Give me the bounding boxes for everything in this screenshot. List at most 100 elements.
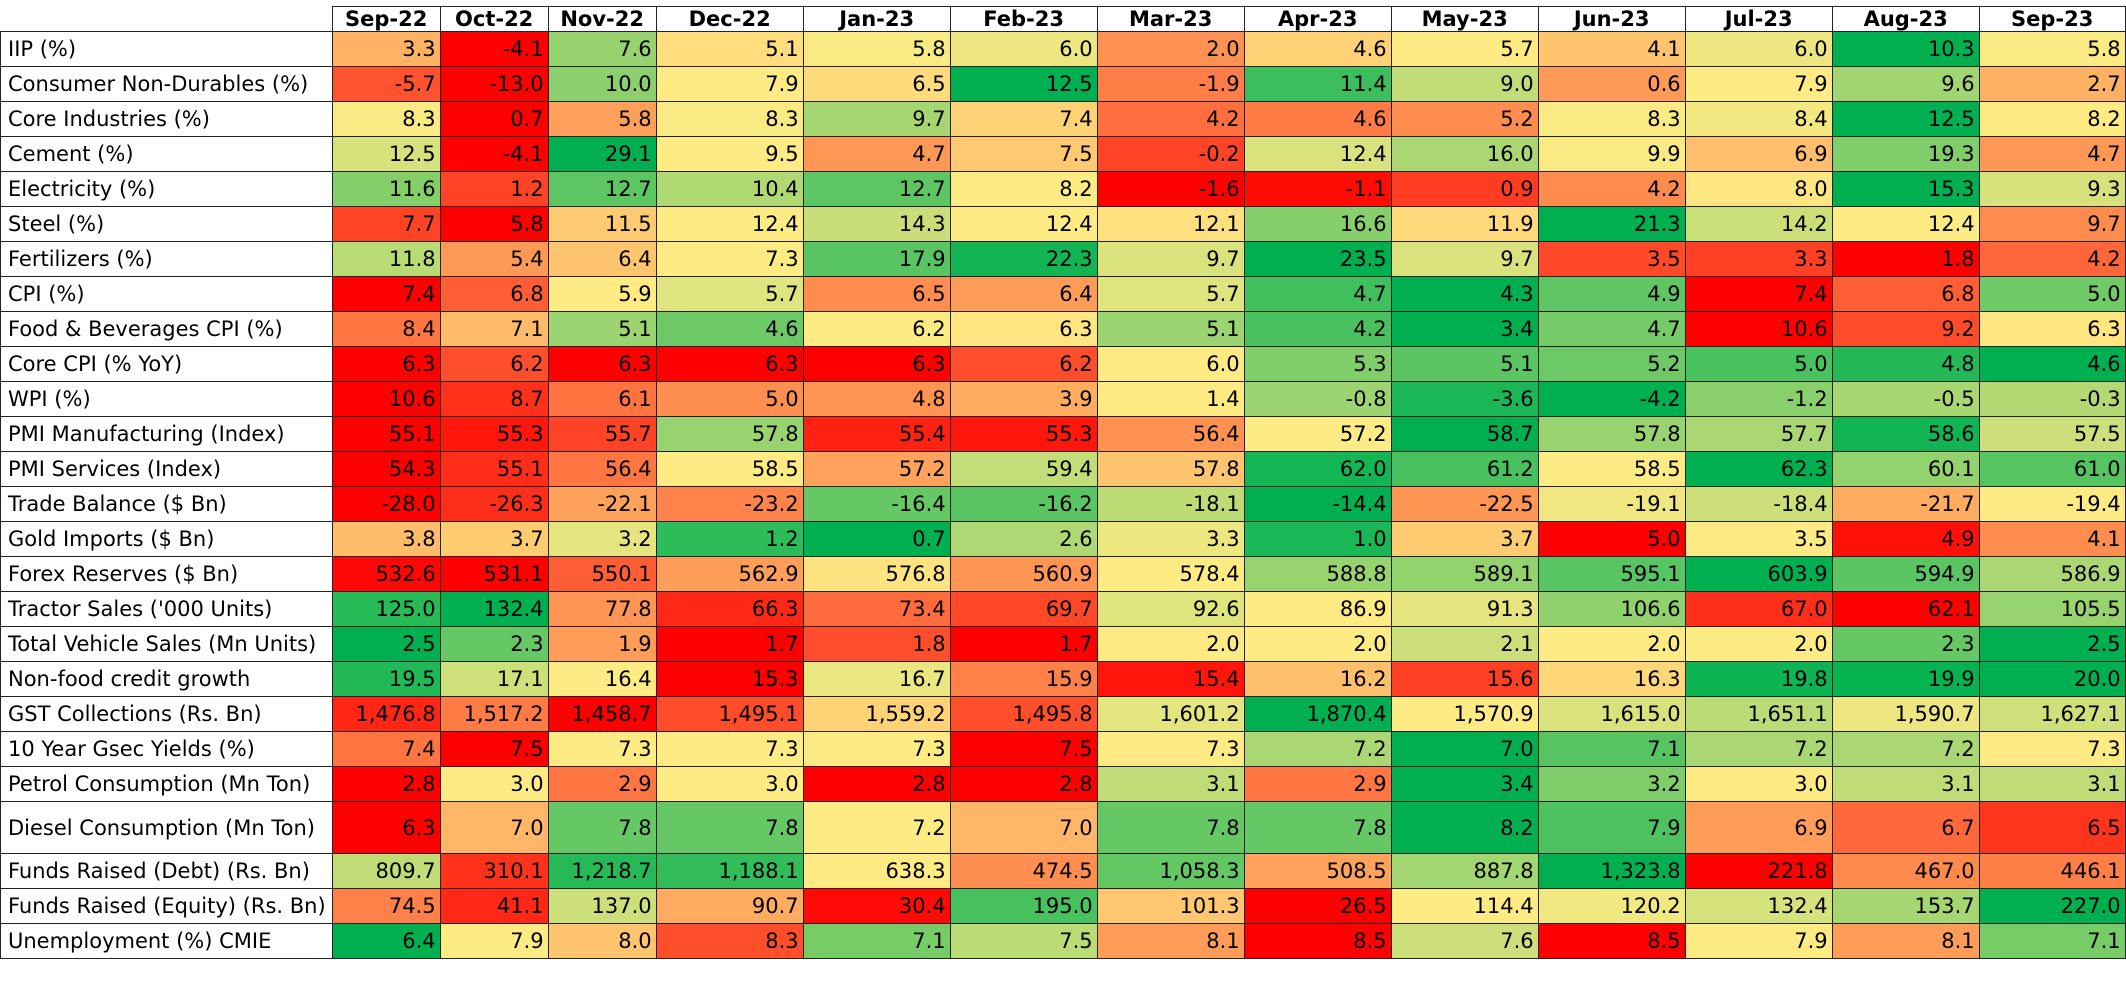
heatmap-cell: 62.3 xyxy=(1684,451,1833,487)
heatmap-cell: 61.0 xyxy=(1978,451,2126,487)
heatmap-cell: 5.8 xyxy=(1978,31,2126,67)
heatmap-cell: 21.3 xyxy=(1537,206,1686,242)
heatmap-cell: 576.8 xyxy=(802,556,951,592)
heatmap-cell: 15.6 xyxy=(1390,661,1539,697)
heatmap-cell: 2.3 xyxy=(439,626,549,662)
heatmap-cell: 0.7 xyxy=(802,521,951,557)
heatmap-cell: 12.5 xyxy=(949,66,1098,102)
heatmap-cell: 1,627.1 xyxy=(1978,696,2126,732)
heatmap-cell: 531.1 xyxy=(439,556,549,592)
table-row: Steel (%) 7.7 5.8 11.5 12.4 14.3 12.4 12.1 16.6 1… xyxy=(0,206,2126,242)
heatmap-cell: 69.7 xyxy=(949,591,1098,627)
column-header: Sep-23 xyxy=(1978,6,2126,32)
row-label: Non-food credit growth xyxy=(0,661,333,697)
row-label: Forex Reserves ($ Bn) xyxy=(0,556,333,592)
heatmap-cell: 3.5 xyxy=(1537,241,1686,277)
heatmap-cell: 1.2 xyxy=(655,521,804,557)
heatmap-cell: 4.1 xyxy=(1537,31,1686,67)
heatmap-cell: 26.5 xyxy=(1243,888,1392,924)
heatmap-cell: 6.0 xyxy=(949,31,1098,67)
heatmap-cell: 5.8 xyxy=(439,206,549,242)
heatmap-cell: 7.8 xyxy=(1096,801,1245,854)
heatmap-cell: 7.4 xyxy=(331,731,441,767)
heatmap-cell: 5.2 xyxy=(1537,346,1686,382)
heatmap-cell: -0.5 xyxy=(1831,381,1980,417)
heatmap-cell: -3.6 xyxy=(1390,381,1539,417)
heatmap-cell: -4.1 xyxy=(439,31,549,67)
table-body: IIP (%) 3.3 -4.1 7.6 5.1 5.8 6.0 2.0 4.6 5.7 4.1 6.… xyxy=(0,31,2126,959)
table-row: Diesel Consumption (Mn Ton) 6.3 7.0 7.8 7.8 7… xyxy=(0,801,2126,854)
heatmap-cell: 589.1 xyxy=(1390,556,1539,592)
heatmap-cell: 1.2 xyxy=(439,171,549,207)
heatmap-cell: 132.4 xyxy=(1684,888,1833,924)
row-label: Electricity (%) xyxy=(0,171,333,207)
heatmap-cell: 809.7 xyxy=(331,853,441,889)
heatmap-cell: 550.1 xyxy=(547,556,657,592)
table-row: Gold Imports ($ Bn) 3.8 3.7 3.2 1.2 0.7 2.6 3.3… xyxy=(0,521,2126,557)
heatmap-cell: 4.2 xyxy=(1096,101,1245,137)
heatmap-cell: 2.5 xyxy=(1978,626,2126,662)
row-label: Gold Imports ($ Bn) xyxy=(0,521,333,557)
heatmap-cell: 55.4 xyxy=(802,416,951,452)
heatmap-cell: 10.3 xyxy=(1831,31,1980,67)
heatmap-cell: 55.7 xyxy=(547,416,657,452)
heatmap-cell: 12.4 xyxy=(1831,206,1980,242)
heatmap-cell: 4.7 xyxy=(802,136,951,172)
heatmap-cell: 153.7 xyxy=(1831,888,1980,924)
heatmap-cell: 7.5 xyxy=(439,731,549,767)
heatmap-cell: -16.4 xyxy=(802,486,951,522)
heatmap-cell: 6.8 xyxy=(439,276,549,312)
heatmap-cell: -4.2 xyxy=(1537,381,1686,417)
heatmap-cell: 7.4 xyxy=(331,276,441,312)
row-label: Consumer Non-Durables (%) xyxy=(0,66,333,102)
heatmap-cell: 17.1 xyxy=(439,661,549,697)
column-header: Nov-22 xyxy=(547,6,657,32)
heatmap-cell: 58.7 xyxy=(1390,416,1539,452)
heatmap-cell: 6.4 xyxy=(949,276,1098,312)
table-row: Total Vehicle Sales (Mn Units) 2.5 2.3 1.9 1… xyxy=(0,626,2126,662)
table-row: Cement (%) 12.5 -4.1 29.1 9.5 4.7 7.5 -0.2 12.4 1… xyxy=(0,136,2126,172)
heatmap-cell: 9.5 xyxy=(655,136,804,172)
heatmap-cell: 10.4 xyxy=(655,171,804,207)
heatmap-cell: 12.5 xyxy=(331,136,441,172)
heatmap-cell: -23.2 xyxy=(655,486,804,522)
table-row: Non-food credit growth 19.5 17.1 16.4 15.3 16… xyxy=(0,661,2126,697)
heatmap-cell: 11.8 xyxy=(331,241,441,277)
heatmap-cell: -22.5 xyxy=(1390,486,1539,522)
heatmap-cell: 12.7 xyxy=(547,171,657,207)
heatmap-cell: 7.5 xyxy=(949,731,1098,767)
heatmap-cell: 15.3 xyxy=(655,661,804,697)
table-row: PMI Services (Index) 54.3 55.1 56.4 58.5 57.2… xyxy=(0,451,2126,487)
heatmap-cell: 1,601.2 xyxy=(1096,696,1245,732)
heatmap-cell: 8.1 xyxy=(1096,923,1245,959)
heatmap-cell: 16.6 xyxy=(1243,206,1392,242)
row-label: Petrol Consumption (Mn Ton) xyxy=(0,766,333,802)
heatmap-cell: 106.6 xyxy=(1537,591,1686,627)
heatmap-cell: 5.0 xyxy=(1978,276,2126,312)
heatmap-cell: 12.5 xyxy=(1831,101,1980,137)
heatmap-cell: 8.5 xyxy=(1243,923,1392,959)
table-row: IIP (%) 3.3 -4.1 7.6 5.1 5.8 6.0 2.0 4.6 5.7 4.1 6.… xyxy=(0,31,2126,67)
header-row: Sep-22 Oct-22 Nov-22 Dec-22 Jan-23 Feb-23 Mar-… xyxy=(0,6,2126,32)
heatmap-cell: 8.2 xyxy=(1978,101,2126,137)
heatmap-cell: 114.4 xyxy=(1390,888,1539,924)
heatmap-cell: 55.3 xyxy=(949,416,1098,452)
heatmap-cell: 12.1 xyxy=(1096,206,1245,242)
heatmap-cell: 638.3 xyxy=(802,853,951,889)
heatmap-cell: 14.2 xyxy=(1684,206,1833,242)
heatmap-cell: 2.9 xyxy=(547,766,657,802)
heatmap-cell: 4.6 xyxy=(1978,346,2126,382)
indicator-heatmap-table: Sep-22 Oct-22 Nov-22 Dec-22 Jan-23 Feb-23 Mar-… xyxy=(0,6,2126,959)
heatmap-cell: 6.9 xyxy=(1684,801,1833,854)
heatmap-cell: 57.2 xyxy=(1243,416,1392,452)
heatmap-cell: 2.1 xyxy=(1390,626,1539,662)
heatmap-cell: 1,559.2 xyxy=(802,696,951,732)
heatmap-cell: 3.3 xyxy=(1096,521,1245,557)
table-row: Petrol Consumption (Mn Ton) 2.8 3.0 2.9 3.0 2… xyxy=(0,766,2126,802)
heatmap-cell: 66.3 xyxy=(655,591,804,627)
row-label: Food & Beverages CPI (%) xyxy=(0,311,333,347)
heatmap-cell: 7.1 xyxy=(1978,923,2126,959)
heatmap-cell: 16.0 xyxy=(1390,136,1539,172)
heatmap-cell: 15.4 xyxy=(1096,661,1245,697)
table-row: Funds Raised (Debt) (Rs. Bn) 809.7 310.1 1,… xyxy=(0,853,2126,889)
